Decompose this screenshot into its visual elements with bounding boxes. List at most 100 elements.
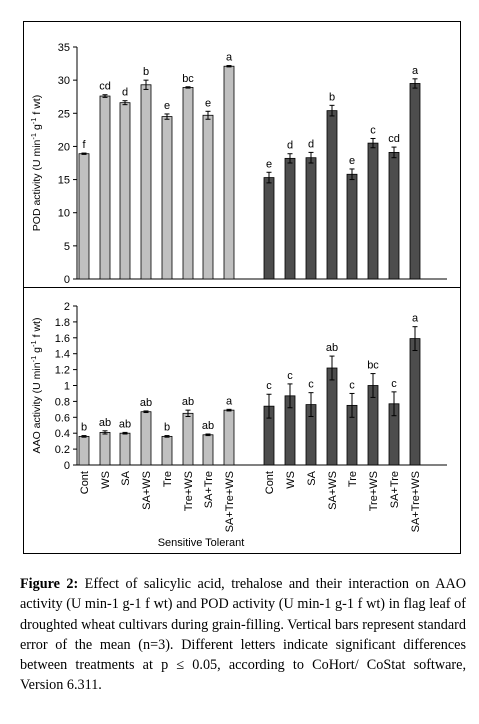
x-tick-label: SA+WS: [141, 471, 153, 510]
figure-label: Figure 2:: [20, 576, 79, 592]
y-tick-label: 5: [64, 241, 70, 253]
significance-letter: c: [308, 379, 314, 391]
significance-letter: e: [205, 97, 211, 109]
aao-activity-chart: 0 0.2 0.4 0.6 0.8 1 1.2 1.4 1.6 1.8 2 AAO activity …: [29, 301, 447, 549]
x-tick-label: SA: [306, 470, 318, 485]
bar-tolerant-1: [284, 157, 296, 280]
significance-letter: c: [370, 124, 376, 136]
significance-letter: c: [349, 379, 355, 391]
bar-sensitive-5: [182, 412, 194, 466]
bar-sensitive-6: [202, 114, 214, 280]
significance-letter: cd: [388, 133, 400, 145]
bar-sensitive-7: [223, 409, 235, 466]
bar-tolerant-7: [409, 338, 421, 466]
x-tick-label: Cont: [264, 471, 276, 494]
y-tick-label: 0.6: [55, 412, 70, 424]
bar-sensitive-3: [140, 411, 152, 466]
x-tick-label: Tre: [162, 471, 174, 487]
y-tick-label: 1.2: [55, 365, 70, 377]
y-tick-label: 1.6: [55, 333, 70, 345]
bar-sensitive-7: [223, 65, 235, 280]
significance-letter: f: [82, 139, 86, 151]
x-tick-label: Tre+WS: [183, 471, 195, 511]
bar-sensitive-1: [99, 432, 111, 466]
significance-letter: a: [412, 65, 419, 77]
significance-letter: b: [143, 66, 149, 78]
y-tick-label: 10: [58, 208, 70, 220]
y-tick-label: 2: [64, 301, 70, 313]
y-tick-label: 0.8: [55, 396, 70, 408]
bar-sensitive-4: [161, 435, 173, 466]
y-tick-label: 0: [64, 274, 70, 286]
significance-letter: e: [349, 155, 355, 167]
y-tick-label: 35: [58, 42, 70, 54]
x-tick-label: Tre+WS: [368, 471, 380, 511]
bar-sensitive-5: [182, 87, 194, 280]
y-tick-label: 0: [64, 460, 70, 472]
significance-letter: e: [164, 100, 170, 112]
significance-letter: c: [266, 380, 272, 392]
bar-tolerant-5: [367, 142, 379, 280]
significance-letter: b: [164, 422, 170, 434]
x-tick-label: Tre: [347, 471, 359, 487]
y-tick-label: 1.8: [55, 317, 70, 329]
bar-sensitive-0: [78, 435, 90, 466]
significance-letter: d: [287, 140, 293, 152]
bar-sensitive-2: [119, 432, 131, 466]
chart-frame-bottom: [23, 287, 461, 554]
y-tick-label: 0.2: [55, 444, 70, 456]
x-tick-label: SA+Tre+WS: [410, 471, 422, 532]
x-tick-label: SA+WS: [327, 471, 339, 510]
x-tick-label: SA+Tre+WS: [224, 471, 236, 532]
significance-letter: a: [412, 313, 419, 325]
significance-letter: ab: [326, 342, 338, 354]
y-tick-label: 30: [58, 75, 70, 87]
bar-sensitive-3: [140, 84, 152, 280]
significance-letter: a: [226, 395, 233, 407]
bar-tolerant-2: [305, 157, 317, 280]
significance-letter: bc: [367, 360, 379, 372]
bar-sensitive-6: [202, 434, 214, 466]
significance-letter: bc: [182, 73, 194, 85]
x-tick-label: SA+Tre: [389, 471, 401, 508]
bar-tolerant-3: [326, 110, 338, 280]
significance-letter: ab: [182, 396, 194, 408]
bar-tolerant-7: [409, 83, 421, 280]
x-tick-label: WS: [285, 471, 297, 489]
bar-sensitive-4: [161, 116, 173, 280]
x-axis-title: Sensitive Tolerant: [158, 537, 245, 549]
y-tick-label: 20: [58, 141, 70, 153]
y-tick-label: 1: [64, 381, 70, 393]
significance-letter: a: [226, 52, 233, 64]
bar-tolerant-3: [326, 367, 338, 466]
y-tick-label: 0.4: [55, 428, 70, 440]
bar-sensitive-0: [78, 153, 90, 280]
significance-letter: b: [329, 91, 335, 103]
significance-letter: e: [266, 158, 272, 170]
y-tick-label: 15: [58, 175, 70, 187]
significance-letter: c: [391, 378, 397, 390]
significance-letter: ab: [140, 397, 152, 409]
bar-sensitive-2: [119, 102, 131, 280]
x-tick-label: SA: [120, 470, 132, 485]
y-tick-label: 1.4: [55, 349, 70, 361]
x-tick-label: SA+Tre: [203, 471, 215, 508]
figure-caption: Figure 2: Effect of salicylic acid, treh…: [20, 574, 466, 696]
y-axis-title: POD activity (U min-1 g-1 f wt): [29, 95, 43, 231]
y-axis-title: AAO activity (U min-1 g-1 f wt): [29, 318, 43, 454]
significance-letter: d: [308, 138, 314, 150]
x-tick-label: Cont: [79, 471, 91, 494]
significance-letter: ab: [202, 420, 214, 432]
bar-tolerant-0: [263, 177, 275, 280]
caption-text: Effect of salicylic acid, trehalose and …: [20, 576, 466, 694]
x-tick-label: WS: [100, 471, 112, 489]
significance-letter: ab: [99, 417, 111, 429]
bar-tolerant-6: [388, 151, 400, 280]
significance-letter: c: [287, 370, 293, 382]
bar-sensitive-1: [99, 95, 111, 280]
pod-activity-chart: 0 5 10 15 20 25 30 35 POD activity (U min-1 g-1 …: [29, 42, 447, 286]
significance-letter: d: [122, 87, 128, 99]
significance-letter: ab: [119, 418, 131, 430]
